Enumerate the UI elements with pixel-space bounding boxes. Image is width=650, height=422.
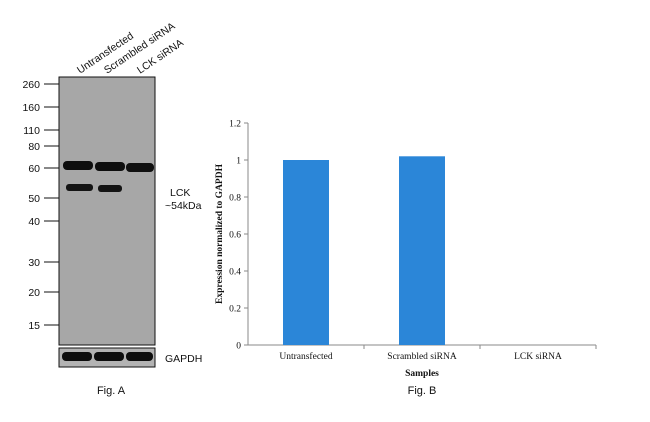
- mw-label-50: 50: [28, 193, 40, 205]
- fig-a-caption: Fig. A: [97, 385, 126, 397]
- bar-chart-panel: 0 0.2 0.4 0.6 0.8 1 1.2 Untransfected Scrambled…: [215, 120, 597, 397]
- gapdh-band-lane-1: [62, 352, 92, 361]
- mw-label-20: 20: [28, 287, 40, 299]
- bar-1: [399, 156, 445, 345]
- y-axis-label: Expression normalized to GAPDH: [215, 163, 225, 304]
- mw-label-15: 15: [28, 320, 40, 332]
- gapdh-band-lane-3: [126, 352, 153, 361]
- y-tick-label: 0: [236, 342, 241, 352]
- lck-lower-band-lane-1: [66, 184, 93, 191]
- mw-label-40: 40: [28, 216, 40, 228]
- mw-label-60: 60: [28, 163, 40, 175]
- x-tick-label: Untransfected: [279, 351, 333, 362]
- lck-band-lane-2: [95, 162, 125, 171]
- lck-lower-band-lane-2: [98, 185, 122, 192]
- mw-label-30: 30: [28, 257, 40, 269]
- x-axis-ticks: Untransfected Scrambled siRNA LCK siRNA: [279, 345, 597, 362]
- x-axis-label: Samples: [405, 369, 439, 379]
- blot-membrane: [58, 76, 156, 346]
- mw-label-160: 160: [22, 102, 40, 114]
- gapdh-band-lane-2: [94, 352, 124, 361]
- gapdh-label: GAPDH: [165, 353, 202, 365]
- bars-group: [283, 156, 445, 345]
- bar-0: [283, 160, 329, 345]
- y-tick-label: 1.2: [229, 120, 241, 130]
- target-label: LCK: [170, 187, 190, 199]
- x-tick-label: Scrambled siRNA: [387, 352, 457, 362]
- mw-label-80: 80: [28, 141, 40, 153]
- fig-b-caption: Fig. B: [408, 385, 437, 397]
- y-tick-label: 0.4: [229, 268, 241, 278]
- target-size-label: ~54kDa: [165, 200, 202, 212]
- y-tick-label: 1: [236, 157, 241, 167]
- mw-label-260: 260: [22, 79, 40, 91]
- x-tick-label: LCK siRNA: [514, 352, 562, 362]
- y-tick-label: 0.6: [229, 231, 241, 241]
- mw-label-110: 110: [23, 125, 40, 137]
- western-blot-panel: Untransfected Scrambled siRNA LCK siRNA …: [22, 20, 202, 397]
- mw-marker-ladder: 260 160 110 80 60 50 40 30 20 15: [22, 79, 59, 332]
- y-axis-ticks: 0 0.2 0.4 0.6 0.8 1 1.2: [229, 120, 248, 352]
- lck-band-lane-1: [63, 161, 93, 170]
- y-tick-label: 0.8: [229, 194, 241, 204]
- lck-band-lane-3: [126, 163, 154, 172]
- y-tick-label: 0.2: [229, 305, 241, 315]
